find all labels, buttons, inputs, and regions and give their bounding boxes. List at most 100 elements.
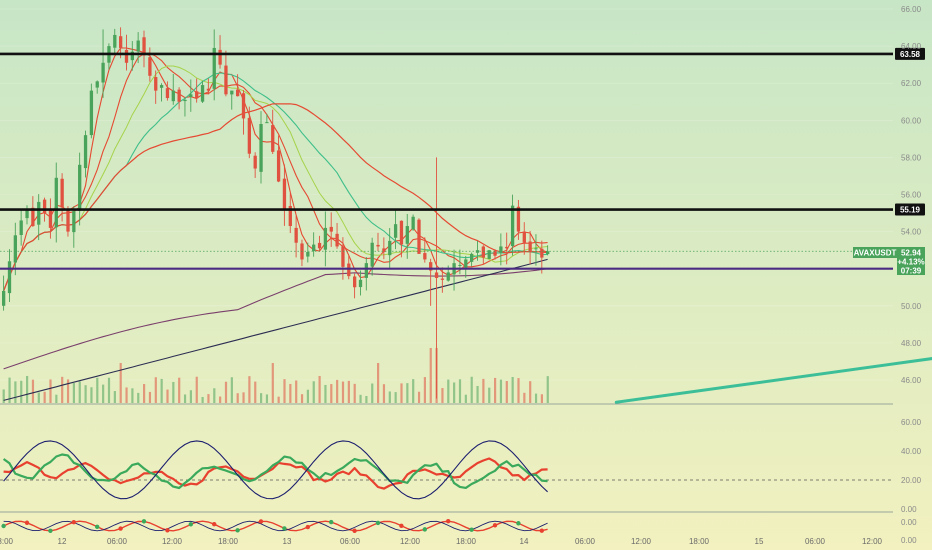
moving-average-line xyxy=(3,47,548,292)
lower-indicator-dot xyxy=(375,520,381,526)
price-axis-tick: 56.00 xyxy=(901,191,922,200)
trendline[interactable] xyxy=(614,357,932,404)
moving-averages xyxy=(3,47,548,401)
time-axis-tick: 12:00 xyxy=(631,537,652,546)
candle-body xyxy=(183,99,187,102)
volume-bar xyxy=(523,392,526,403)
candle-body xyxy=(124,49,129,63)
volume-bar xyxy=(119,363,122,403)
volume-bar xyxy=(166,389,169,403)
oscillator-line xyxy=(3,440,548,500)
candle-body xyxy=(358,279,363,288)
volume-bar xyxy=(476,385,479,403)
trendline[interactable] xyxy=(614,357,932,404)
volume-bar xyxy=(341,381,345,403)
candle-body xyxy=(458,264,462,266)
price-axis-tick: 46.00 xyxy=(901,376,922,385)
lower-indicator-dot xyxy=(118,526,123,531)
candle-body xyxy=(265,122,269,124)
candle-body xyxy=(329,226,333,232)
candle-body xyxy=(19,220,23,235)
candle-body xyxy=(42,199,47,214)
volume-bar xyxy=(55,394,58,403)
time-axis-tick: 13 xyxy=(283,537,292,546)
volume-bar xyxy=(113,391,116,403)
candle-body xyxy=(464,259,468,268)
time-axis-tick: 18:00 xyxy=(218,537,239,546)
lower-indicator-dot xyxy=(399,523,404,529)
volume-bar xyxy=(201,396,204,403)
candle-body xyxy=(393,224,398,238)
lower-indicator-dot xyxy=(469,527,474,532)
oscillator-axis-tick: 0.00 xyxy=(901,505,917,514)
lower-indicator-dot xyxy=(282,526,287,531)
candle-body xyxy=(218,49,222,65)
volume-bar xyxy=(365,396,368,403)
candle-body xyxy=(13,235,17,263)
candle-body xyxy=(534,248,538,250)
lower-indicator-dot xyxy=(95,524,100,530)
candle-body xyxy=(142,37,146,56)
candle-body xyxy=(247,117,251,154)
volume-bar xyxy=(224,381,228,403)
candle-body xyxy=(347,263,351,277)
price-candles xyxy=(2,27,550,399)
lower-indicator-dot xyxy=(1,523,6,529)
volume-bar xyxy=(66,379,70,403)
horizontal-levels[interactable]: 63.58 55.19 xyxy=(0,47,925,270)
lower-indicator-dot xyxy=(141,519,147,524)
candle-body xyxy=(83,135,88,169)
candle-body xyxy=(72,211,76,233)
volume-bar xyxy=(125,387,128,403)
lower-indicator-dot xyxy=(516,521,521,526)
volume-bar xyxy=(213,388,216,403)
level-badge-label: 55.19 xyxy=(900,206,921,215)
volume-bar xyxy=(488,387,491,403)
volume-bar xyxy=(2,389,5,403)
symbol-label: AVAXUSDT xyxy=(854,249,897,258)
volume-bar xyxy=(131,388,134,403)
candle-body xyxy=(31,207,35,227)
last-price: 52.94 xyxy=(901,249,922,258)
time-axis-tick: 12 xyxy=(58,537,67,546)
candle-body xyxy=(200,85,205,102)
candle-body xyxy=(159,85,164,88)
candle-body xyxy=(7,261,12,294)
volume-bar xyxy=(195,376,198,403)
time-axis[interactable]: 18:00 12 06:00 12:00 18:00 13 06:00 12:00 18:00 1… xyxy=(0,537,883,546)
price-axis-tick: 60.00 xyxy=(901,116,922,125)
volume-bar xyxy=(359,394,362,403)
time-axis-tick: 06:00 xyxy=(805,537,826,546)
candle-body xyxy=(546,251,550,255)
candle-body xyxy=(130,51,134,61)
time-axis-tick: 06:00 xyxy=(575,537,596,546)
lower-axis-tick: 0.00 xyxy=(901,518,917,527)
candle-body xyxy=(101,62,105,83)
volume-bar xyxy=(295,380,298,403)
level-badge xyxy=(895,47,925,60)
candle-body xyxy=(66,208,70,232)
price-axis-tick: 58.00 xyxy=(901,153,922,162)
candle-body xyxy=(306,252,310,257)
lower-indicator-dot xyxy=(539,528,544,533)
volume-bar xyxy=(324,384,327,403)
candle-body xyxy=(259,124,263,172)
candle-body xyxy=(282,178,287,210)
candle-body xyxy=(405,226,409,244)
candle-body xyxy=(440,278,445,280)
volume-bar xyxy=(8,377,11,403)
candle-body xyxy=(317,242,322,249)
volume-bar xyxy=(511,377,514,403)
candle-body xyxy=(136,40,140,52)
volume-bar xyxy=(26,375,29,403)
candle-body xyxy=(335,233,339,247)
candle-body xyxy=(376,244,380,247)
volume-bar xyxy=(254,381,257,403)
volume-bar xyxy=(406,383,409,403)
time-axis-tick: 18:00 xyxy=(456,537,477,546)
volume-bar xyxy=(529,381,532,403)
candle-body xyxy=(171,90,175,102)
volume-bar xyxy=(353,383,356,403)
